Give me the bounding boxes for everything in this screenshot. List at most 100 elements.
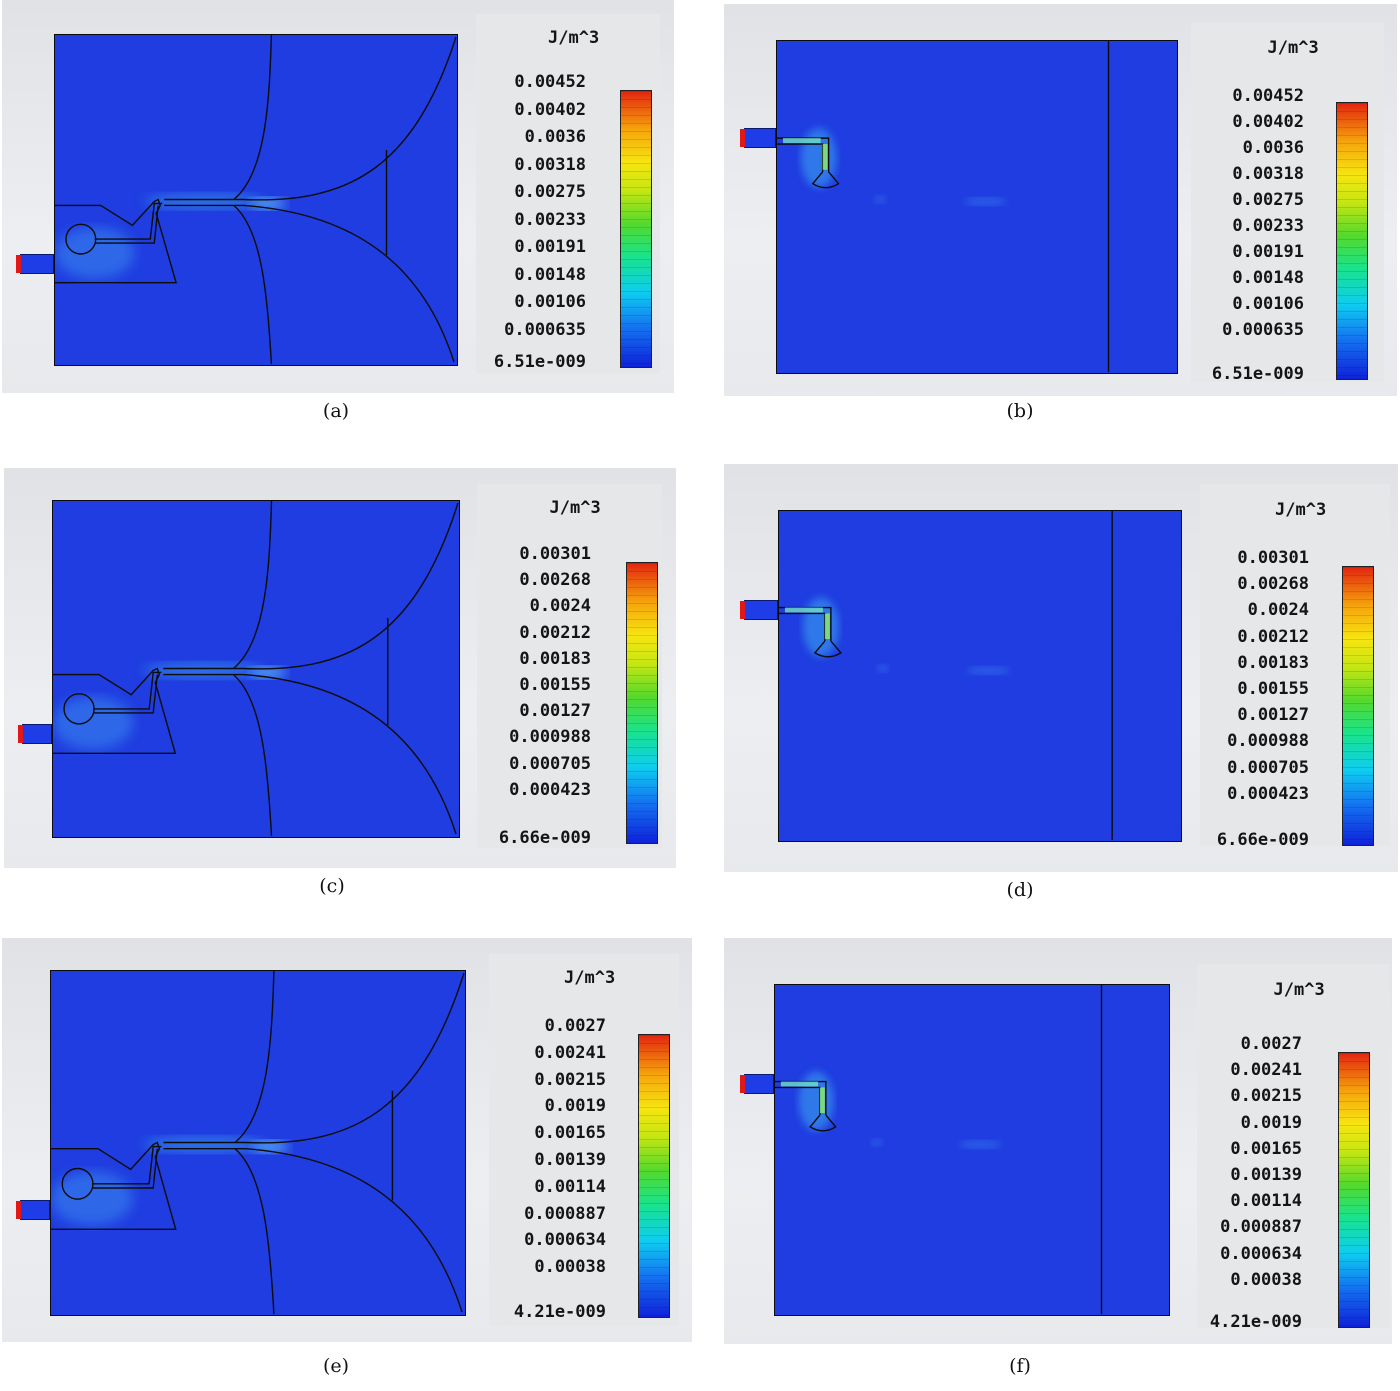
colorbar-tick-label: 0.0024 — [1247, 600, 1309, 621]
slot-edge-upper-left — [232, 501, 273, 670]
port-marker — [18, 725, 23, 743]
flare-lower — [164, 204, 455, 363]
waveguide-port — [22, 724, 52, 744]
colorbar-tick-label: 0.00127 — [519, 701, 591, 722]
colorbar-tick-label: 0.00268 — [519, 570, 591, 591]
colorbar-tick-label: 0.000887 — [524, 1203, 606, 1224]
waveguide-port — [744, 128, 776, 148]
port-marker — [16, 255, 21, 273]
feed-line-hot-vertical — [824, 613, 830, 640]
microstrip-line — [94, 202, 163, 240]
field-plot — [52, 500, 460, 838]
colorbar-tick-label: 0.0019 — [544, 1096, 606, 1117]
colorbar-tick-label: 4.21e-009 — [1209, 1312, 1302, 1332]
microstrip-line-2 — [94, 205, 159, 244]
port-marker — [16, 1201, 21, 1219]
colorbar-tick-label: 0.000988 — [1227, 731, 1309, 752]
colorbar-tick-label: 6.66e-009 — [1216, 830, 1309, 850]
colorbar-tick-label: 0.00183 — [1237, 652, 1309, 673]
panel-d: J/m^3 0.00301 0.00268 0.0024 0.00212 0.00183 0… — [724, 464, 1398, 872]
antenna-geometry — [777, 41, 1110, 372]
field-plot — [54, 34, 458, 366]
microstrip-line-2 — [91, 1148, 158, 1189]
colorbar-tick-label: 0.00127 — [1237, 705, 1309, 726]
colorbar-tick-label: 4.21e-009 — [513, 1302, 606, 1322]
panel-caption: (b) — [1006, 400, 1034, 422]
colorbar-tick-label: 0.00275 — [514, 182, 586, 202]
field-glow-spot — [876, 664, 889, 673]
feed-line-a — [775, 1080, 827, 1116]
colorbar-bands — [1339, 1053, 1369, 1327]
field-glow-spot — [874, 195, 887, 204]
panel-f: J/m^3 0.0027 0.00241 0.00215 0.0019 0.00165 0.… — [724, 938, 1392, 1344]
colorbar-unit: J/m^3 — [564, 968, 616, 988]
colorbar-tick-label: 0.0036 — [1242, 138, 1304, 158]
panel-caption: (c) — [319, 875, 345, 897]
colorbar-tick-label: 0.00106 — [514, 292, 586, 312]
feed-line-hot-vertical — [819, 1087, 825, 1114]
field-glow-feed — [55, 227, 135, 279]
colorbar — [626, 562, 658, 844]
colorbar-tick-label: 0.000634 — [524, 1230, 606, 1251]
panel-a: J/m^3 0.00452 0.00402 0.0036 0.00318 0.00275 0… — [2, 0, 674, 393]
colorbar-tick-label: 0.000635 — [1222, 320, 1304, 340]
slot-edge-lower-left — [234, 1148, 275, 1315]
colorbar-tick-label: 0.00452 — [514, 72, 586, 92]
colorbar-tick-label: 0.00191 — [514, 237, 586, 257]
waveguide-port — [20, 254, 54, 274]
field-glow-feed — [802, 597, 839, 657]
feed-outline — [55, 198, 178, 284]
field-glow-far — [966, 666, 1011, 675]
field-glow-feed — [51, 1171, 133, 1226]
radial-stub — [809, 1114, 837, 1132]
field-plot — [774, 984, 1170, 1316]
feed-line-hot — [784, 607, 823, 613]
colorbar-tick-label: 0.00165 — [1230, 1138, 1302, 1159]
colorbar-tick-label: 0.0027 — [1240, 1034, 1302, 1054]
colorbar-tick-label: 0.000705 — [509, 753, 591, 774]
colorbar-unit: J/m^3 — [1275, 500, 1327, 520]
flare-lower — [163, 673, 457, 835]
colorbar-tick-label: 0.00165 — [534, 1123, 606, 1144]
colorbar-bands — [639, 1035, 669, 1317]
field-glow-spot — [870, 1138, 883, 1147]
slot-edge-upper-left — [234, 971, 275, 1144]
colorbar-tick-label: 0.000634 — [1220, 1243, 1302, 1264]
panel-c: J/m^3 0.00301 0.00268 0.0024 0.00212 0.00183 0… — [4, 468, 676, 868]
feed-line-b — [777, 143, 824, 172]
feed-line-hot — [780, 1081, 819, 1087]
radial-stub — [65, 223, 97, 255]
colorbar-tick-label: 0.00215 — [1230, 1086, 1302, 1107]
field-plot — [776, 40, 1178, 374]
colorbar-tick-label: 0.00318 — [514, 154, 586, 175]
antenna-geometry — [55, 35, 457, 365]
field-plot — [778, 510, 1182, 842]
colorbar-tick-label: 6.66e-009 — [498, 828, 591, 848]
colorbar-tick-label: 0.00148 — [514, 264, 586, 285]
radial-stub — [61, 1167, 94, 1200]
antenna-geometry — [779, 511, 1113, 840]
colorbar-tick-label: 0.00275 — [1232, 190, 1304, 210]
feed-outline — [53, 667, 177, 754]
flare-upper — [164, 36, 457, 201]
colorbar-tick-label: 0.00155 — [519, 675, 591, 695]
colorbar-tick-label: 0.00268 — [1237, 574, 1309, 595]
field-glow-line — [144, 193, 264, 210]
waveguide-port — [744, 1074, 774, 1094]
colorbar-tick-label: 0.00114 — [534, 1176, 606, 1197]
colorbar — [620, 90, 652, 368]
colorbar-tick-label: 0.00106 — [1232, 294, 1304, 314]
colorbar-tick-label: 0.00155 — [1237, 679, 1309, 699]
colorbar-tick-label: 0.00114 — [1230, 1191, 1302, 1212]
field-glow-feed — [53, 696, 134, 750]
colorbar-tick-label: 0.00241 — [1230, 1060, 1302, 1081]
panel-caption: (a) — [322, 400, 350, 422]
field-glow-feed — [800, 128, 837, 188]
colorbar-bands — [621, 91, 651, 367]
colorbar-tick-label: 0.00402 — [1232, 112, 1304, 132]
colorbar-tick-label: 0.0019 — [1240, 1112, 1302, 1133]
feed-line-a — [779, 606, 832, 642]
colorbar-tick-label: 0.00212 — [519, 622, 591, 643]
port-marker — [740, 129, 745, 147]
antenna-geometry — [51, 971, 465, 1315]
